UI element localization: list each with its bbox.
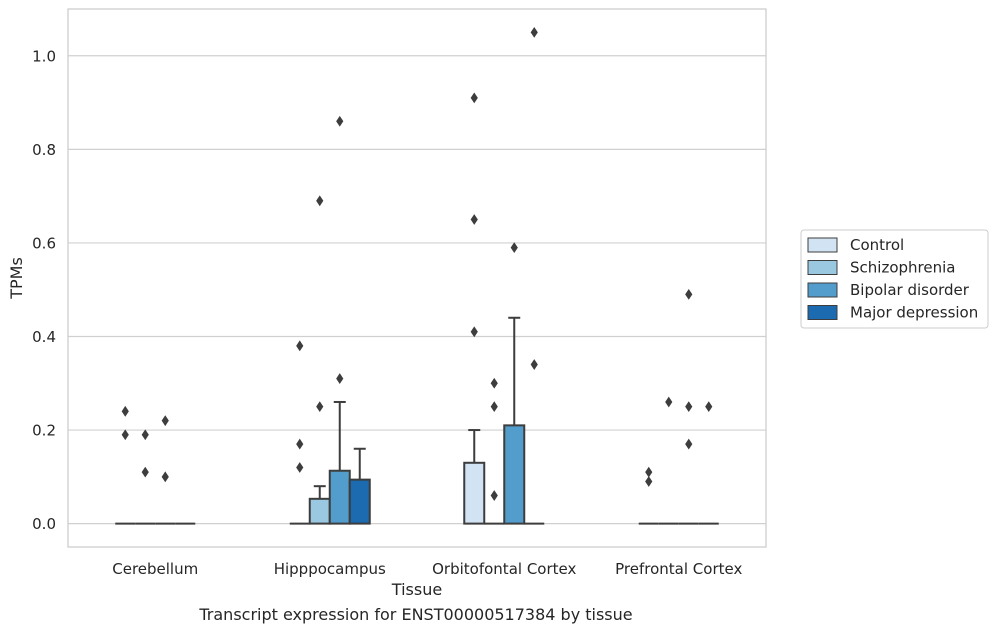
chart-marks <box>115 26 719 525</box>
outlier-point <box>336 373 344 384</box>
outlier-point <box>470 326 478 338</box>
x-tick-label: Orbitofontal Cortex <box>432 560 576 578</box>
outlier-point <box>316 195 324 207</box>
outlier-point <box>490 490 498 501</box>
outlier-point <box>316 401 324 413</box>
y-tick-label: 0.6 <box>32 234 56 252</box>
y-tick-label: 1.0 <box>32 47 56 65</box>
bar <box>463 461 486 525</box>
outlier-point <box>296 438 304 450</box>
outlier-point <box>645 476 653 487</box>
outlier-point <box>510 242 518 253</box>
x-tick-label: Prefrontal Cortex <box>615 560 742 578</box>
chart-caption: Transcript expression for ENST0000051738… <box>199 605 633 624</box>
outlier-point <box>645 466 653 478</box>
x-axis-label: Tissue <box>391 580 442 599</box>
legend-label: Control <box>850 236 904 254</box>
outlier-point <box>685 438 693 450</box>
x-tick-label: Cerebellum <box>112 560 198 578</box>
y-axis-label: TPMs <box>7 257 26 300</box>
plot-frame <box>67 8 767 548</box>
y-tick-label: 0.0 <box>32 515 56 533</box>
legend-label: Major depression <box>850 304 978 322</box>
outlier-point <box>336 115 344 127</box>
outlier-point <box>141 429 149 441</box>
outlier-point <box>121 405 129 417</box>
outlier-point <box>161 471 169 483</box>
legend-swatch <box>807 282 838 298</box>
outlier-point <box>141 466 149 478</box>
bar <box>348 478 371 525</box>
outlier-point <box>665 396 673 408</box>
outlier-point <box>296 462 304 473</box>
outlier-point <box>470 92 478 104</box>
outlier-point <box>470 214 478 225</box>
outlier-point <box>685 401 693 413</box>
legend-swatch <box>807 237 838 253</box>
legend: Control Schizophrenia Bipolar disorder Majo… <box>800 229 989 329</box>
outlier-point <box>490 401 498 413</box>
legend-swatch <box>807 260 838 275</box>
outlier-point <box>530 359 538 370</box>
outlier-point <box>490 377 498 389</box>
outlier-point <box>161 415 169 427</box>
legend-box <box>800 229 989 329</box>
grid-lines <box>68 55 766 525</box>
y-tick-label: 0.4 <box>32 328 56 346</box>
legend-label: Schizophrenia <box>850 259 955 277</box>
outlier-point <box>705 401 713 413</box>
outlier-point <box>296 340 304 352</box>
legend-swatch <box>807 305 838 320</box>
y-tick-label: 0.8 <box>32 141 56 159</box>
x-tick-label: Hipppocampus <box>274 560 386 578</box>
outlier-point <box>530 26 538 38</box>
bar <box>328 469 351 525</box>
outlier-point <box>685 288 693 300</box>
x-tick-labels: Cerebellum Hipppocampus Orbitofontal Corte… <box>112 560 742 578</box>
y-tick-labels: 0.0 0.2 0.4 0.6 0.8 1.0 <box>32 47 56 533</box>
bar <box>308 497 331 525</box>
bar <box>503 424 526 525</box>
legend-label: Bipolar disorder <box>850 281 970 299</box>
outlier-point <box>121 429 129 441</box>
y-tick-label: 0.2 <box>32 422 56 440</box>
